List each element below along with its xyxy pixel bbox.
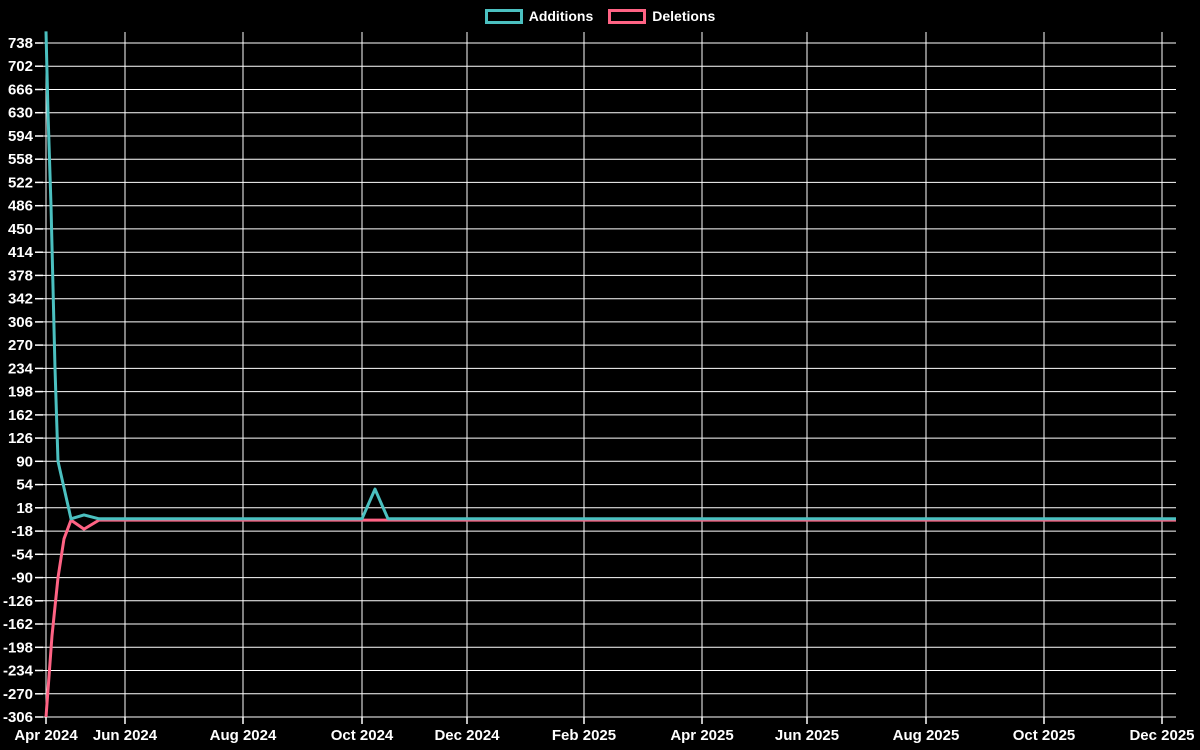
- x-tick-label: Aug 2024: [210, 727, 277, 744]
- x-tick-label: Dec 2025: [1129, 727, 1194, 744]
- deletions-line: [44, 518, 1176, 718]
- x-tick-label: Jun 2025: [775, 727, 839, 744]
- additions-swatch: [484, 9, 523, 24]
- y-tick-label: -198: [3, 639, 33, 656]
- y-tick-label: 450: [8, 221, 33, 238]
- y-tick-label: 702: [8, 58, 33, 75]
- y-tick-label: 414: [8, 244, 34, 261]
- y-tick-label: -306: [3, 709, 33, 726]
- y-tick-label: 126: [8, 430, 33, 447]
- y-tick-label: 90: [16, 453, 33, 470]
- y-tick-label: -90: [11, 570, 33, 587]
- legend-label-deletions: Deletions: [652, 8, 716, 24]
- legend-item-additions[interactable]: Additions: [484, 8, 594, 24]
- additions-line: [44, 31, 1176, 521]
- y-tick-label: -234: [3, 663, 34, 680]
- x-tick-label: Jun 2024: [93, 727, 158, 744]
- chart-legend: Additions Deletions: [0, 9, 1200, 24]
- x-tick-label: Oct 2025: [1013, 727, 1076, 744]
- legend-label-additions: Additions: [528, 8, 594, 24]
- x-tick-label: Feb 2025: [552, 727, 616, 744]
- y-tick-label: 630: [8, 105, 33, 122]
- y-tick-label: 234: [8, 360, 34, 377]
- x-tick-label: Aug 2025: [893, 727, 960, 744]
- y-tick-label: 342: [8, 291, 33, 308]
- y-tick-label: -54: [11, 546, 33, 563]
- y-tick-label: 162: [8, 407, 33, 424]
- x-tick-label: Apr 2025: [670, 727, 733, 744]
- x-tick-label: Oct 2024: [331, 727, 394, 744]
- y-tick-label: -162: [3, 616, 33, 633]
- y-tick-label: -270: [3, 686, 33, 703]
- y-tick-label: 738: [8, 35, 33, 52]
- y-tick-label: 18: [16, 500, 33, 517]
- x-tick-label: Apr 2024: [14, 727, 78, 744]
- y-tick-label: 54: [16, 477, 33, 494]
- y-tick-label: 198: [8, 384, 33, 401]
- y-tick-label: 558: [8, 151, 33, 168]
- y-tick-label: 522: [8, 174, 33, 191]
- y-tick-label: 594: [8, 128, 34, 145]
- y-tick-label: -18: [11, 523, 33, 540]
- y-tick-label: 486: [8, 198, 33, 215]
- legend-item-deletions[interactable]: Deletions: [608, 9, 715, 24]
- deletions-swatch: [608, 9, 647, 24]
- x-tick-label: Dec 2024: [434, 727, 500, 744]
- y-tick-label: 270: [8, 337, 33, 354]
- y-tick-label: 306: [8, 314, 33, 331]
- y-tick-label: 378: [8, 267, 33, 284]
- y-tick-label: -126: [3, 593, 33, 610]
- y-tick-label: 666: [8, 82, 33, 99]
